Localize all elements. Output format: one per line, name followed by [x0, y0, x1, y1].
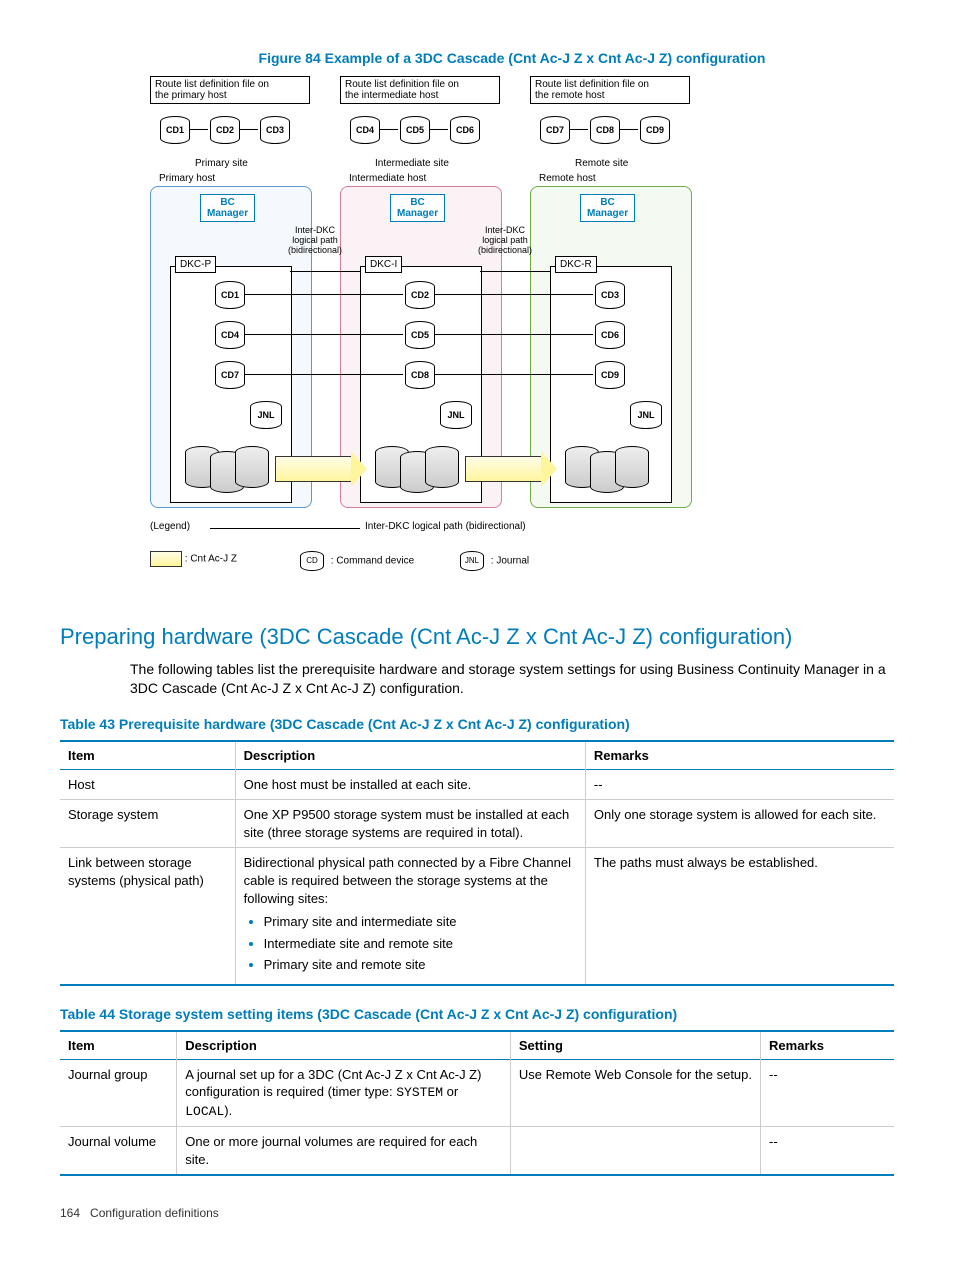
- figure-title: Figure 84 Example of a 3DC Cascade (Cnt …: [130, 50, 894, 66]
- legend-jnl: : Journal: [491, 556, 529, 567]
- table-row: Link between storage systems (physical p…: [60, 848, 894, 985]
- t44-col-desc: Description: [177, 1031, 511, 1060]
- host-remote-label: Remote host: [539, 173, 596, 184]
- t43-r2-desc: Bidirectional physical path connected by…: [235, 848, 585, 985]
- jnl-i: JNL: [440, 401, 472, 429]
- t43-r2-remarks: The paths must always be established.: [585, 848, 894, 985]
- cd7: CD7: [215, 361, 245, 389]
- t44-r1-remarks: --: [761, 1127, 894, 1176]
- table-row: Host One host must be installed at each …: [60, 769, 894, 800]
- jnl-p: JNL: [250, 401, 282, 429]
- table-row: Journal group A journal set up for a 3DC…: [60, 1059, 894, 1127]
- dkc-i: DKC-I: [365, 256, 402, 273]
- t43-r0-desc: One host must be installed at each site.: [235, 769, 585, 800]
- t44-r0-remarks: --: [761, 1059, 894, 1127]
- site-remote: Remote site: [575, 158, 628, 169]
- cd9-top: CD9: [640, 116, 670, 144]
- t44-r1-item: Journal volume: [60, 1127, 177, 1176]
- cd3: CD3: [595, 281, 625, 309]
- bullet: Primary site and remote site: [264, 956, 577, 974]
- bullet: Intermediate site and remote site: [264, 935, 577, 953]
- t44-col-remarks: Remarks: [761, 1031, 894, 1060]
- table43-title: Table 43 Prerequisite hardware (3DC Casc…: [60, 716, 894, 732]
- t44-r1-desc: One or more journal volumes are required…: [177, 1127, 511, 1176]
- legend-title: (Legend): [150, 521, 190, 532]
- route-intermediate: Route list definition file on the interm…: [340, 76, 500, 104]
- t43-col-item: Item: [60, 741, 235, 770]
- table-row: Storage system One XP P9500 storage syst…: [60, 800, 894, 848]
- bc-remote: BC Manager: [580, 194, 635, 222]
- dkc-p: DKC-P: [175, 256, 216, 273]
- cd9: CD9: [595, 361, 625, 389]
- legend-cd: : Command device: [331, 556, 414, 567]
- jnl-r: JNL: [630, 401, 662, 429]
- t43-col-desc: Description: [235, 741, 585, 770]
- t43-r2-item: Link between storage systems (physical p…: [60, 848, 235, 985]
- page-footer: 164 Configuration definitions: [60, 1206, 894, 1220]
- cd2-top: CD2: [210, 116, 240, 144]
- legend-cnt: : Cnt Ac-J Z: [185, 554, 237, 565]
- body-text: The following tables list the prerequisi…: [130, 660, 894, 698]
- footer-section: Configuration definitions: [90, 1206, 219, 1220]
- t44-r0-setting: Use Remote Web Console for the setup.: [510, 1059, 760, 1127]
- cd1: CD1: [215, 281, 245, 309]
- host-primary-label: Primary host: [159, 173, 215, 184]
- route-remote: Route list definition file on the remote…: [530, 76, 690, 104]
- t43-col-remarks: Remarks: [585, 741, 894, 770]
- section-title: Preparing hardware (3DC Cascade (Cnt Ac-…: [60, 624, 894, 650]
- site-intermediate: Intermediate site: [375, 158, 449, 169]
- interdkc-1: Inter-DKC logical path (bidirectional): [280, 226, 350, 256]
- t43-r0-item: Host: [60, 769, 235, 800]
- t43-r0-remarks: --: [585, 769, 894, 800]
- t44-r0-desc: A journal set up for a 3DC (Cnt Ac-J Z x…: [177, 1059, 511, 1127]
- t44-r0-item: Journal group: [60, 1059, 177, 1127]
- t44-col-item: Item: [60, 1031, 177, 1060]
- table43: Item Description Remarks Host One host m…: [60, 740, 894, 986]
- t43-r1-remarks: Only one storage system is allowed for e…: [585, 800, 894, 848]
- arrow-1: [275, 456, 352, 482]
- bc-intermediate: BC Manager: [390, 194, 445, 222]
- bullet: Primary site and intermediate site: [264, 913, 577, 931]
- figure-diagram: Route list definition file on the primar…: [150, 76, 710, 596]
- cd6: CD6: [595, 321, 625, 349]
- page-number: 164: [60, 1206, 80, 1220]
- cd8-top: CD8: [590, 116, 620, 144]
- cd7-top: CD7: [540, 116, 570, 144]
- t43-r1-item: Storage system: [60, 800, 235, 848]
- t44-col-setting: Setting: [510, 1031, 760, 1060]
- table44: Item Description Setting Remarks Journal…: [60, 1030, 894, 1177]
- table-row: Journal volume One or more journal volum…: [60, 1127, 894, 1176]
- legend-path: Inter-DKC logical path (bidirectional): [365, 521, 526, 532]
- t44-r1-setting: [510, 1127, 760, 1176]
- cd3-top: CD3: [260, 116, 290, 144]
- t43-r1-desc: One XP P9500 storage system must be inst…: [235, 800, 585, 848]
- table44-title: Table 44 Storage system setting items (3…: [60, 1006, 894, 1022]
- cd4-top: CD4: [350, 116, 380, 144]
- cd1-top: CD1: [160, 116, 190, 144]
- arrow-2: [465, 456, 542, 482]
- interdkc-2: Inter-DKC logical path (bidirectional): [470, 226, 540, 256]
- bc-primary: BC Manager: [200, 194, 255, 222]
- cd8: CD8: [405, 361, 435, 389]
- cd6-top: CD6: [450, 116, 480, 144]
- cd5-top: CD5: [400, 116, 430, 144]
- cd4: CD4: [215, 321, 245, 349]
- dkc-r: DKC-R: [555, 256, 597, 273]
- site-primary: Primary site: [195, 158, 248, 169]
- route-primary: Route list definition file on the primar…: [150, 76, 310, 104]
- host-intermediate-label: Intermediate host: [349, 173, 426, 184]
- cd2: CD2: [405, 281, 435, 309]
- cd5: CD5: [405, 321, 435, 349]
